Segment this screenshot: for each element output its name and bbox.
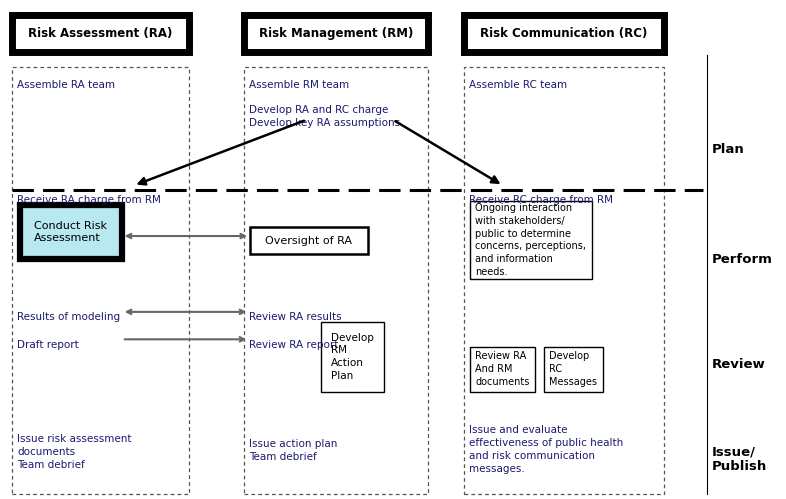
Text: Develop
RM
Action
Plan: Develop RM Action Plan <box>331 333 373 381</box>
Text: Issue action plan
Team debrief: Issue action plan Team debrief <box>249 439 337 462</box>
Text: Develop
RC
Messages: Develop RC Messages <box>549 351 597 387</box>
Text: Assemble RA team: Assemble RA team <box>17 80 116 90</box>
Bar <box>470 201 592 279</box>
Text: Issue and evaluate
effectiveness of public health
and risk communication
message: Issue and evaluate effectiveness of publ… <box>469 425 623 474</box>
Text: Review RA results: Review RA results <box>249 312 342 322</box>
Text: Results of modeling: Results of modeling <box>17 312 120 322</box>
Text: Assemble RM team: Assemble RM team <box>249 80 349 90</box>
Text: Review RA
And RM
documents: Review RA And RM documents <box>476 351 530 387</box>
Text: Risk Communication (RC): Risk Communication (RC) <box>480 27 648 40</box>
Text: Receive RC charge from RM: Receive RC charge from RM <box>469 195 613 205</box>
Text: Draft report: Draft report <box>17 340 79 350</box>
Text: Oversight of RA: Oversight of RA <box>266 236 352 246</box>
Bar <box>244 67 428 494</box>
Text: Risk Assessment (RA): Risk Assessment (RA) <box>28 27 172 40</box>
Bar <box>20 205 122 259</box>
Text: Review: Review <box>711 358 765 371</box>
Text: Ongoing interaction
with stakeholders/
public to determine
concerns, perceptions: Ongoing interaction with stakeholders/ p… <box>476 203 586 277</box>
Bar <box>321 322 384 392</box>
Text: Develop RA and RC charge
Develop key RA assumptions: Develop RA and RC charge Develop key RA … <box>249 105 400 128</box>
Text: Issue/
Publish: Issue/ Publish <box>711 445 766 473</box>
Bar <box>244 15 428 52</box>
Bar <box>464 67 664 494</box>
Bar <box>464 15 664 52</box>
Text: Receive RA charge from RM: Receive RA charge from RM <box>17 195 161 205</box>
Text: Issue risk assessment
documents
Team debrief: Issue risk assessment documents Team deb… <box>17 434 132 470</box>
Bar <box>12 15 189 52</box>
Text: Risk Management (RM): Risk Management (RM) <box>259 27 413 40</box>
Text: Conduct Risk
Assessment: Conduct Risk Assessment <box>35 221 107 244</box>
Bar <box>544 347 603 392</box>
Bar <box>470 347 535 392</box>
Text: Plan: Plan <box>711 143 744 156</box>
Text: Assemble RC team: Assemble RC team <box>469 80 567 90</box>
Text: Perform: Perform <box>711 253 772 266</box>
Text: Review RA report: Review RA report <box>249 340 339 350</box>
Bar <box>12 67 189 494</box>
Bar <box>250 227 368 254</box>
